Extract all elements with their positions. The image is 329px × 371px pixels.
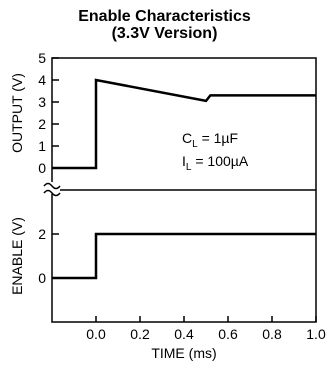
x-tick-label: 0.0 (86, 326, 106, 342)
annotation-label: IL = 100µA (182, 153, 249, 173)
axis-break-mark (43, 182, 61, 190)
y-tick-label: 2 (38, 226, 46, 242)
annotation-label: CL = 1µF (182, 130, 238, 150)
enable-voltage-line (52, 232, 316, 280)
x-tick-label: 0.8 (262, 326, 282, 342)
axis-break-mark (43, 189, 61, 197)
annotation-symbol: C (182, 130, 192, 146)
y-tick-label: 2 (38, 116, 46, 132)
annotation-value: = 100µA (191, 153, 248, 169)
x-tick-label: 1.0 (306, 326, 326, 342)
annotation-symbol: I (182, 153, 186, 169)
annotation-subscript: L (186, 162, 192, 173)
y-tick-label: 4 (38, 72, 46, 88)
x-axis-label: TIME (ms) (151, 345, 216, 361)
y-tick-label: 0 (38, 160, 46, 176)
y-axis-label: ENABLE (V) (9, 217, 25, 295)
y-axis-label: OUTPUT (V) (9, 73, 25, 153)
chart-title: Enable Characteristics (78, 8, 251, 25)
y-tick-label: 3 (38, 94, 46, 110)
annotation-value: = 1µF (198, 130, 238, 146)
annotation-subscript: L (192, 139, 198, 150)
y-tick-label: 1 (38, 138, 46, 154)
output-voltage-line (52, 78, 316, 170)
chart-subtitle: (3.3V Version) (111, 25, 218, 42)
x-tick-label: 0.4 (174, 326, 194, 342)
y-tick-label: 5 (38, 50, 46, 66)
y-tick-label: 0 (38, 270, 46, 286)
x-tick-label: 0.2 (130, 326, 150, 342)
x-tick-label: 0.6 (218, 326, 238, 342)
